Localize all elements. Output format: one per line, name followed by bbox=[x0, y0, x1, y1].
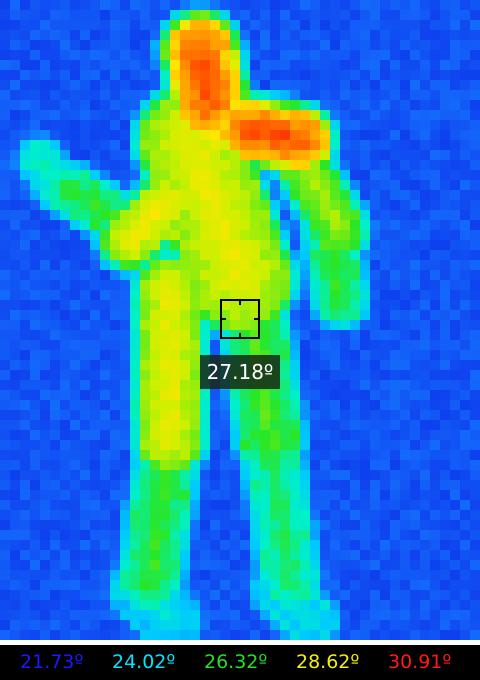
scale-divider bbox=[0, 640, 480, 645]
scale-label-mid: 26.32º bbox=[204, 651, 268, 673]
scale-label-max: 30.91º bbox=[388, 651, 452, 673]
thermal-heatmap bbox=[0, 0, 480, 640]
spot-crosshair[interactable] bbox=[220, 299, 260, 339]
crosshair-icon bbox=[220, 299, 260, 339]
spot-temperature-readout: 27.18º bbox=[200, 355, 280, 389]
scale-label-min: 21.73º bbox=[20, 651, 84, 673]
scale-label-low: 24.02º bbox=[112, 651, 176, 673]
scale-label-high: 28.62º bbox=[296, 651, 360, 673]
temperature-scale-bar: 21.73º 24.02º 26.32º 28.62º 30.91º bbox=[0, 645, 480, 680]
thermal-image: 27.18º bbox=[0, 0, 480, 640]
